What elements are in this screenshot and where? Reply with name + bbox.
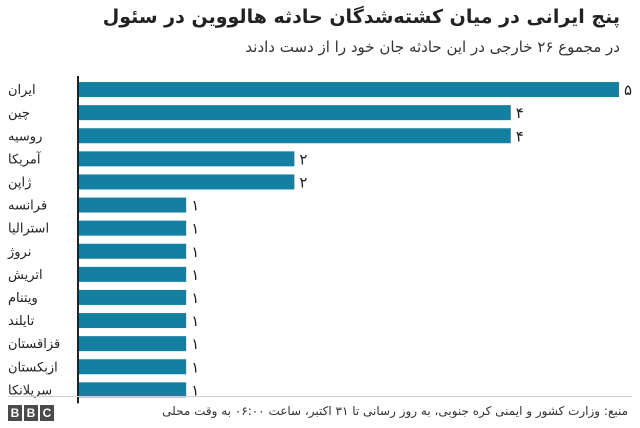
category-label: اتریش [8, 268, 43, 283]
category-label: آمریکا [8, 150, 42, 167]
category-label: ژاپن [8, 175, 31, 190]
bar [78, 174, 295, 190]
value-label: ۱ [191, 289, 199, 307]
bar [78, 243, 187, 259]
category-label: ویتنام [8, 291, 38, 306]
category-label: قزاقستان [8, 337, 60, 352]
category-label: ازبکستان [8, 360, 58, 375]
value-label: ۱ [191, 335, 199, 353]
bar [78, 151, 295, 167]
bbc-logo-letter: B [8, 405, 22, 421]
bbc-logo-letter: B [24, 405, 38, 421]
chart-title: پنج ایرانی در میان کشته‌شدگان حادثه هالو… [102, 6, 620, 28]
category-label: تایلند [8, 314, 35, 329]
value-label: ۴ [516, 127, 524, 145]
value-label: ۱ [191, 220, 199, 238]
category-label: روسیه [8, 129, 42, 144]
value-label: ۱ [191, 197, 199, 215]
bar [78, 105, 511, 121]
bar [78, 197, 187, 213]
category-label: چین [8, 106, 30, 121]
footer-divider [8, 396, 632, 397]
value-label: ۲ [299, 173, 307, 191]
category-label: سریلانکا [8, 383, 52, 398]
chart-subtitle: در مجموع ۲۶ خارجی در این حادثه جان خود ر… [245, 38, 620, 56]
category-label: ایران [8, 83, 36, 98]
source-note: منبع: وزارت کشور و ایمنی کره جنوبی، به ر… [162, 404, 628, 418]
value-label: ۱ [191, 266, 199, 284]
bar [78, 313, 187, 329]
value-label: ۱ [191, 312, 199, 330]
bar [78, 382, 187, 398]
bar [78, 289, 187, 305]
bar [78, 336, 187, 352]
bbc-logo-letter: C [40, 405, 54, 421]
bar [78, 82, 619, 98]
bar [78, 266, 187, 282]
category-label: فرانسه [8, 199, 47, 214]
value-label: ۴ [516, 104, 524, 122]
bar [78, 128, 511, 144]
value-label: ۱ [191, 381, 199, 399]
category-label: استرالیا [8, 222, 49, 237]
bbc-logo: B B C [8, 405, 54, 421]
bar [78, 359, 187, 375]
value-label: ۱ [191, 358, 199, 376]
category-label: نروژ [7, 245, 31, 260]
value-label: ۵ [624, 81, 632, 99]
value-label: ۲ [299, 150, 307, 168]
value-label: ۱ [191, 243, 199, 261]
bar [78, 220, 187, 236]
